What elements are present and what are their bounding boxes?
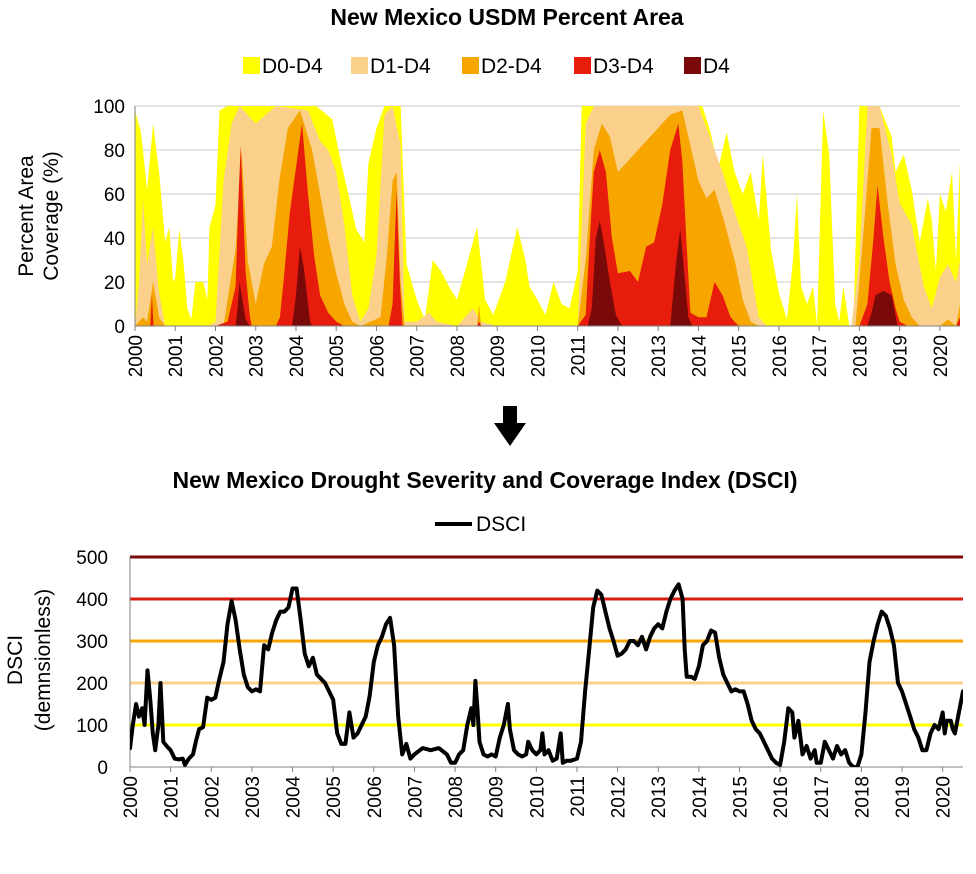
bottom-x-tick-label: 2001	[162, 776, 183, 818]
bottom-y-tick-label: 400	[76, 590, 108, 611]
bottom-x-tick-label: 2016	[771, 776, 792, 818]
bottom-y-label-line1: DSCI	[4, 635, 27, 685]
top-x-tick-label: 2010	[528, 335, 549, 377]
top-y-tick-label: 60	[104, 185, 125, 206]
bottom-y-tick-label: 100	[76, 716, 108, 737]
top-x-tick-label: 2011	[569, 335, 590, 376]
top-y-tick-label: 20	[104, 273, 125, 294]
top-x-tick-label: 2004	[287, 335, 308, 378]
bottom-x-tick-label: 2018	[852, 776, 873, 818]
top-x-tick-label: 2003	[247, 335, 268, 377]
bottom-x-tick-label: 2014	[690, 776, 711, 819]
bottom-y-tick-label: 500	[76, 548, 108, 569]
bottom-line-series	[130, 582, 963, 767]
top-y-label-line1: Percent Area	[15, 155, 38, 277]
top-y-tick-label: 0	[114, 317, 125, 338]
top-x-ticks: 2000 2001 2002 2003 2004 2005 2006 2007 2008 2009…	[126, 326, 952, 377]
legend-swatch-d4	[684, 57, 701, 74]
legend-swatch-d2	[462, 57, 479, 74]
bottom-x-tick-label: 2000	[121, 776, 142, 818]
top-x-tick-label: 2009	[488, 335, 509, 377]
top-legend: D0-D4 D1-D4 D2-D4 D3-D4 D4	[243, 55, 730, 78]
bottom-x-tick-label: 2004	[284, 776, 305, 819]
legend-label-d2: D2-D4	[481, 55, 542, 78]
bottom-x-tick-label: 2012	[609, 776, 630, 818]
legend-label-d4: D4	[703, 55, 730, 78]
bottom-x-tick-label: 2003	[243, 776, 264, 818]
bottom-chart-title: New Mexico Drought Severity and Coverage…	[173, 467, 798, 493]
bottom-x-tick-label: 2009	[487, 776, 508, 818]
bottom-x-tick-label: 2002	[202, 776, 223, 818]
bottom-x-tick-label: 2017	[812, 776, 833, 818]
legend-label-dsci: DSCI	[476, 513, 526, 536]
top-x-tick-label: 2017	[810, 335, 831, 377]
bottom-x-tick-label: 2020	[934, 776, 955, 818]
top-area-series	[135, 106, 960, 326]
top-chart-title: New Mexico USDM Percent Area	[330, 4, 683, 30]
legend-swatch-d0	[243, 57, 260, 74]
bottom-y-ticks: 0 100 200 300 400 500	[76, 548, 108, 779]
top-y-tick-label: 100	[93, 97, 125, 118]
area-series-d1-d4	[135, 106, 960, 326]
top-x-tick-label: 2002	[206, 335, 227, 377]
bottom-x-tick-label: 2005	[324, 776, 345, 818]
top-x-tick-label: 2007	[408, 335, 429, 377]
bottom-x-tick-label: 2011	[568, 776, 589, 817]
legend-label-d1: D1-D4	[370, 55, 431, 78]
bottom-legend: DSCI	[435, 513, 526, 536]
legend-swatch-d3	[574, 57, 591, 74]
top-x-tick-label: 2018	[850, 335, 871, 377]
top-y-tick-label: 40	[104, 229, 125, 250]
top-x-tick-label: 2008	[448, 335, 469, 377]
line-series-dsci	[130, 582, 963, 767]
bottom-x-tick-label: 2010	[527, 776, 548, 818]
bottom-y-label-line2: (demnsionless)	[32, 589, 55, 731]
top-x-tick-label: 2015	[730, 335, 751, 377]
top-x-tick-label: 2005	[327, 335, 348, 377]
bottom-y-tick-label: 300	[76, 632, 108, 653]
top-y-label-line2: Coverage (%)	[40, 151, 63, 281]
top-y-tick-label: 80	[104, 141, 125, 162]
bottom-x-tick-label: 2007	[405, 776, 426, 818]
bottom-x-tick-label: 2015	[731, 776, 752, 818]
legend-swatch-d1	[351, 57, 368, 74]
bottom-y-tick-label: 0	[97, 758, 108, 779]
bottom-y-tick-label: 200	[76, 674, 108, 695]
top-x-tick-label: 2006	[367, 335, 388, 377]
legend-label-d0: D0-D4	[262, 55, 323, 78]
top-x-tick-label: 2019	[891, 335, 912, 377]
bottom-reference-lines	[129, 555, 963, 768]
legend-label-d3: D3-D4	[593, 55, 654, 78]
top-x-tick-label: 2000	[126, 335, 147, 377]
down-arrow-icon	[494, 406, 526, 446]
top-x-tick-label: 2001	[166, 335, 187, 377]
bottom-x-tick-label: 2008	[446, 776, 467, 818]
bottom-x-tick-label: 2006	[365, 776, 386, 818]
bottom-x-ticks: 2000 2001 2002 2003 2004 2005 2006 2007 2008 2009…	[121, 767, 955, 818]
top-x-tick-label: 2013	[649, 335, 670, 377]
top-y-ticks: 0 20 40 60 80 100	[93, 97, 125, 338]
top-x-tick-label: 2020	[931, 335, 952, 377]
top-x-tick-label: 2012	[609, 335, 630, 377]
top-x-tick-label: 2016	[770, 335, 791, 377]
bottom-x-tick-label: 2019	[893, 776, 914, 818]
top-x-tick-label: 2014	[689, 335, 710, 378]
bottom-x-tick-label: 2013	[649, 776, 670, 818]
